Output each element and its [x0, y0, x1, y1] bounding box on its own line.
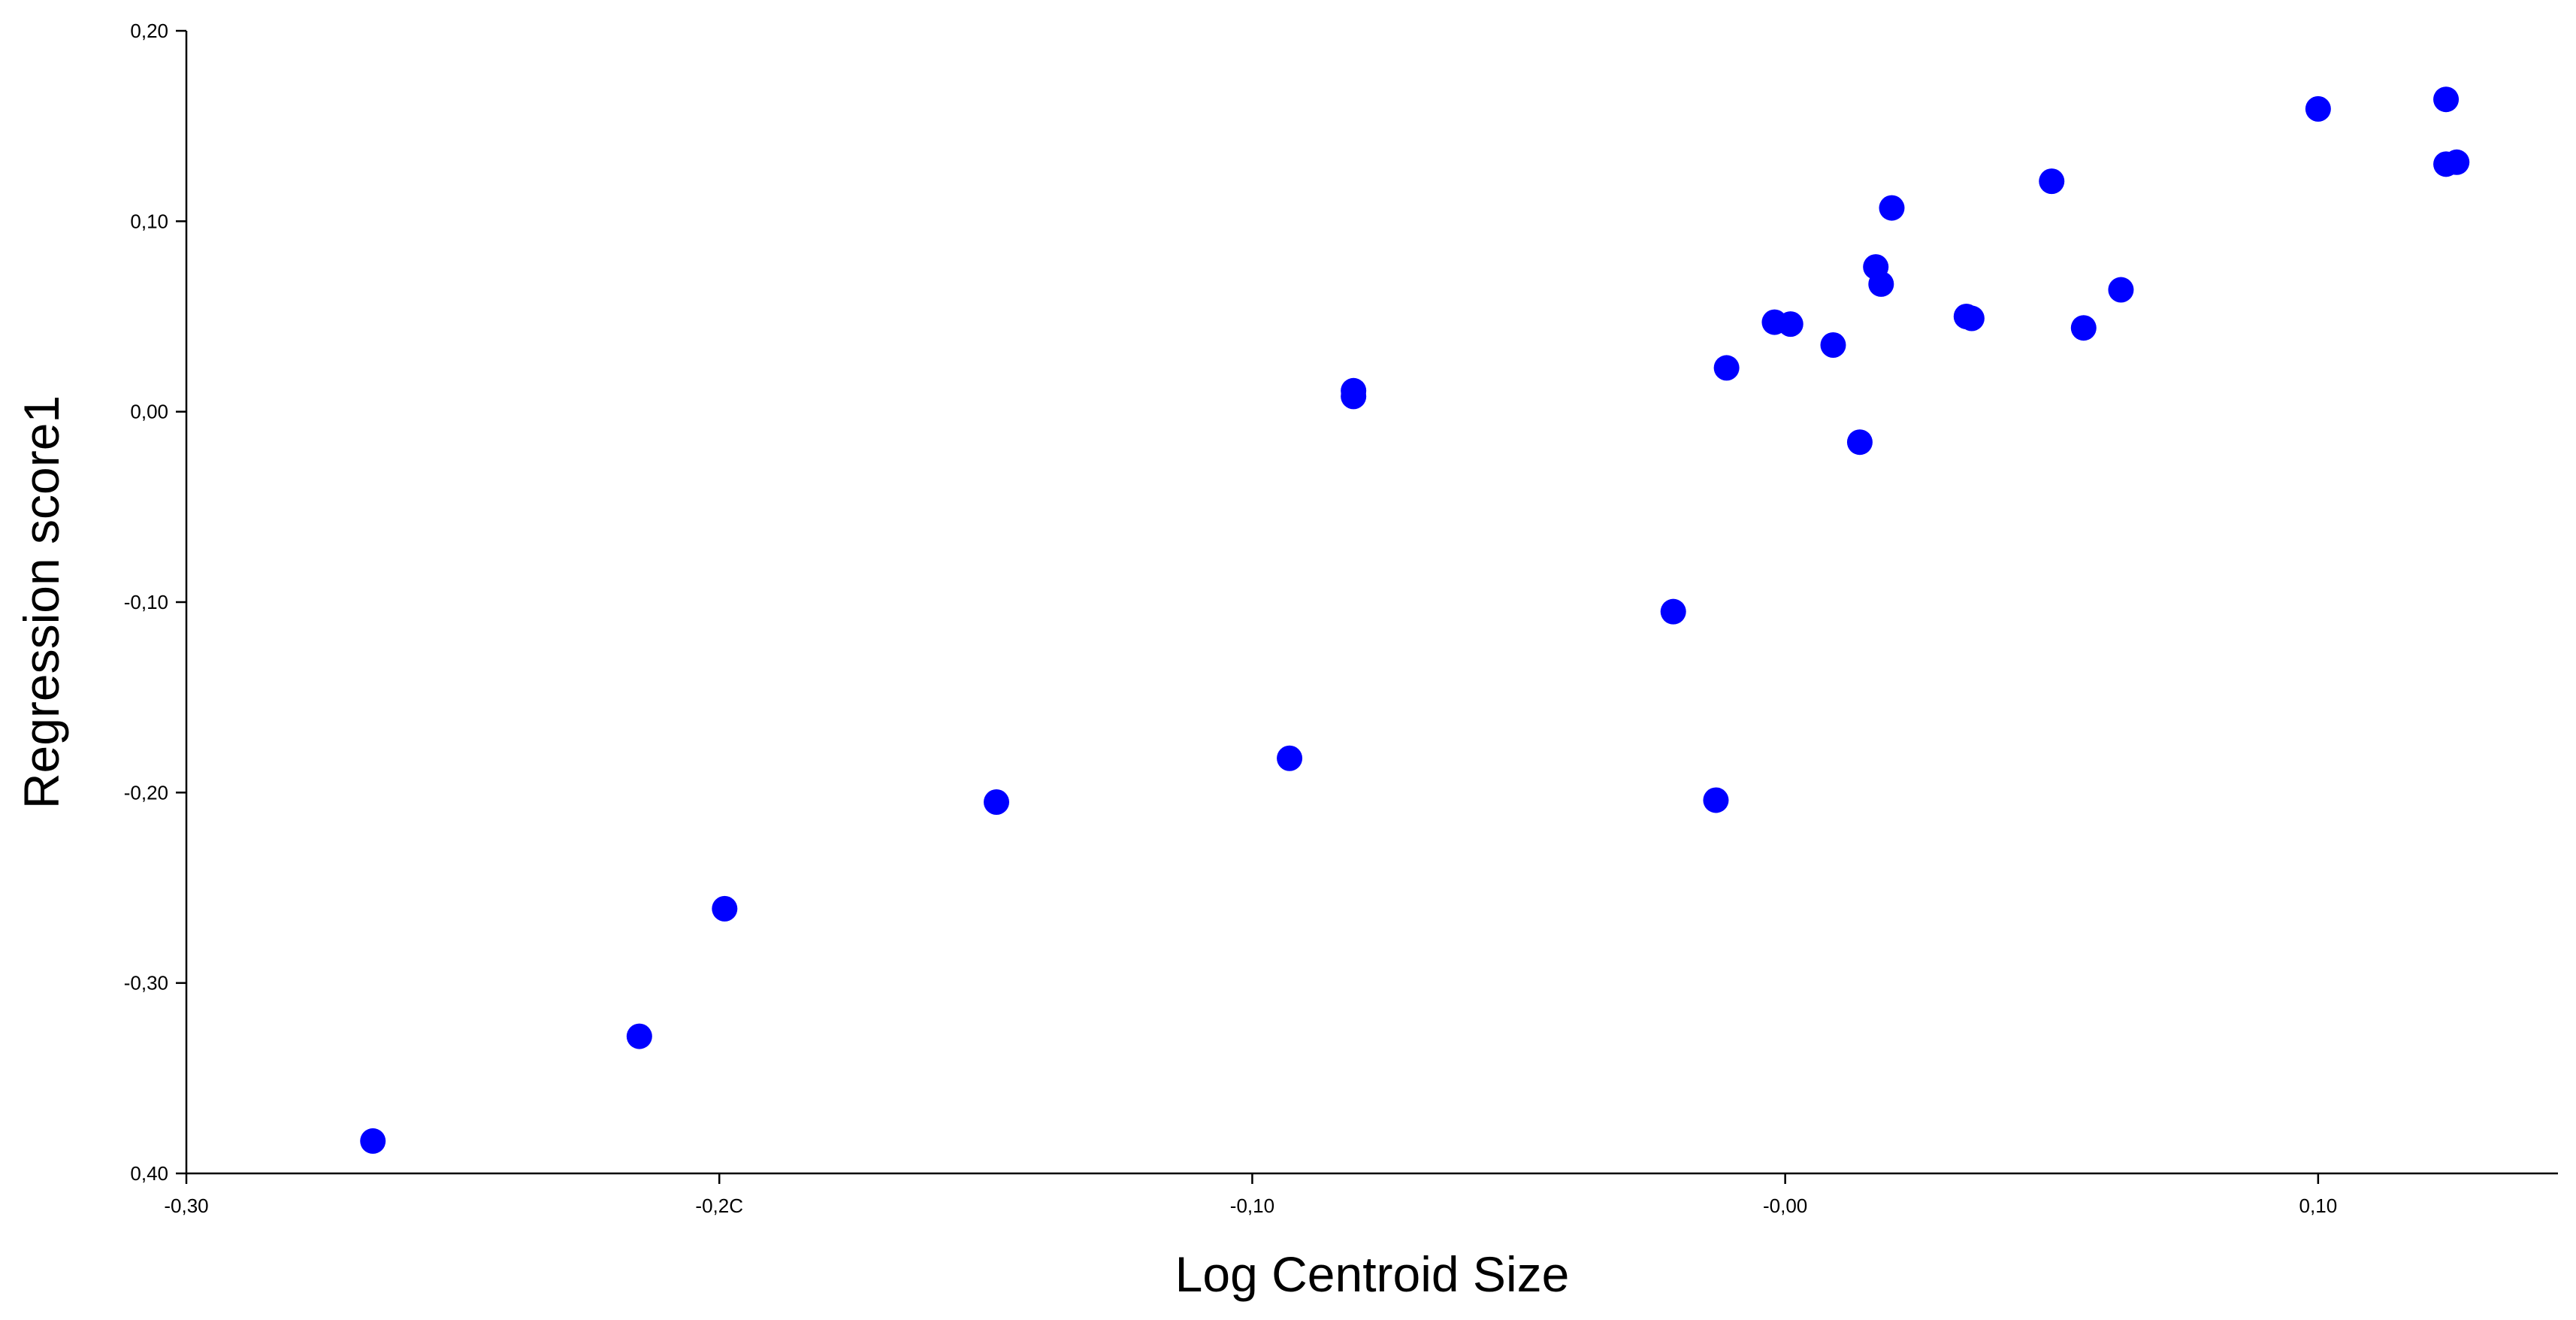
axes: [185, 31, 2558, 1175]
data-point: [1868, 271, 1894, 297]
y-tick-label: -0,10: [124, 591, 168, 613]
y-tick-label: 0,20: [130, 20, 168, 42]
data-point: [1713, 355, 1740, 381]
y-tick-label: -0,20: [124, 781, 168, 804]
data-point: [2444, 149, 2470, 175]
y-tick-label: 0,00: [130, 401, 168, 423]
y-axis-title: Regression score1: [14, 395, 69, 809]
data-point: [1777, 311, 1804, 338]
y-tick-label: 0,40: [130, 1162, 168, 1185]
y-tick-label: 0,10: [130, 210, 168, 232]
data-point: [712, 895, 738, 922]
data-point: [2305, 95, 2331, 122]
data-point: [1879, 195, 1905, 221]
data-point: [2433, 86, 2460, 113]
data-point: [1660, 598, 1686, 625]
data-point: [1846, 429, 1873, 456]
x-ticks: -0,30 -0,2C -0,10 -0,00 0,10: [164, 1173, 2337, 1217]
data-point: [1703, 787, 1729, 813]
data-point: [1820, 332, 1846, 358]
data-points: [360, 86, 2470, 1154]
data-point: [360, 1128, 386, 1154]
x-tick-label: -0,10: [1230, 1194, 1274, 1217]
x-tick-label: -0,00: [1763, 1194, 1807, 1217]
data-point: [626, 1023, 652, 1049]
data-point: [2070, 315, 2097, 341]
x-tick-label: 0,10: [2299, 1194, 2338, 1217]
x-tick-label: -0,2C: [695, 1194, 743, 1217]
x-tick-label: -0,30: [164, 1194, 208, 1217]
data-point: [2108, 277, 2134, 303]
x-axis-title: Log Centroid Size: [1175, 1246, 1570, 1302]
data-point: [2039, 168, 2065, 195]
data-point: [1341, 383, 1367, 410]
y-ticks: 0,20 0,10 0,00 -0,10 -0,20 -0,30 0,40: [124, 20, 186, 1185]
data-point: [1277, 745, 1303, 771]
y-tick-label: -0,30: [124, 972, 168, 995]
data-point: [984, 789, 1010, 815]
data-point: [1958, 305, 1985, 332]
